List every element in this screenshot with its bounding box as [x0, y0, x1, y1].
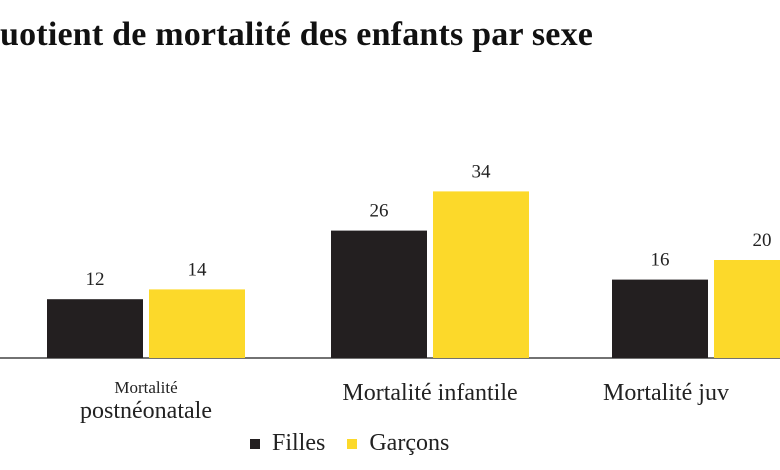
legend-item-garçons: Garçons [347, 430, 449, 457]
bar-filles-0 [47, 299, 143, 358]
legend-swatch-garçons [347, 438, 358, 449]
category-label-0: Mortalité postnéonatale [80, 378, 212, 424]
page-title: uotient de mortalité des enfants par sex… [0, 16, 594, 53]
data-label-garçons-1: 34 [472, 161, 492, 182]
legend-swatch-filles [250, 438, 260, 449]
bar-garçons-0 [149, 289, 245, 358]
legend-label-filles: Filles [272, 430, 326, 456]
data-label-filles-1: 26 [370, 201, 389, 222]
category-label-1: Mortalité infantile [342, 380, 517, 406]
data-label-filles-0: 12 [86, 269, 105, 290]
bar-garçons-2 [714, 260, 780, 358]
bar-filles-1 [331, 230, 427, 358]
data-label-garçons-2: 20 [753, 230, 772, 251]
legend: Filles Garçons [250, 430, 471, 457]
bar-garçons-1 [433, 191, 529, 358]
data-label-garçons-0: 14 [188, 259, 208, 280]
category-label-2: Mortalité juv [603, 380, 729, 406]
data-label-filles-2: 16 [651, 250, 670, 271]
legend-item-filles: Filles [250, 430, 325, 457]
legend-label-garçons: Garçons [369, 430, 450, 456]
bar-filles-2 [612, 279, 708, 358]
